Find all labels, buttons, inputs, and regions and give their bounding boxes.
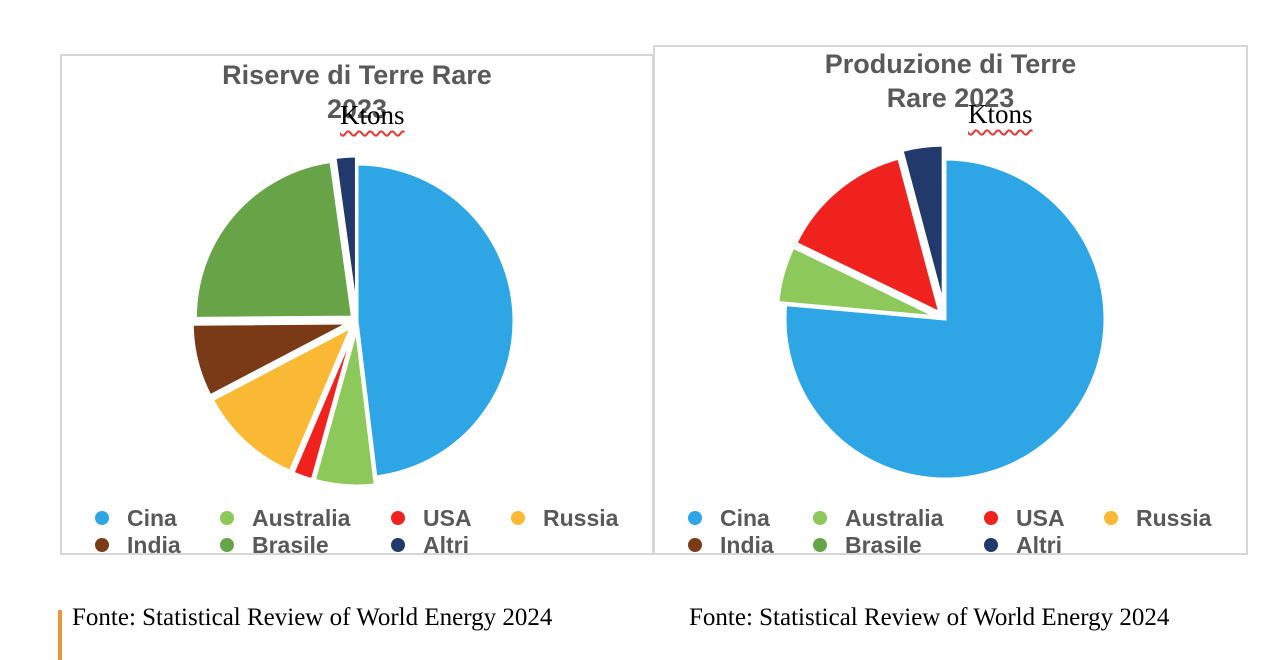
legend-label: Russia xyxy=(1136,505,1212,531)
legend-label: Australia xyxy=(252,505,351,531)
legend-label: Cina xyxy=(720,505,770,531)
legend-item-brasile: Brasile xyxy=(813,532,922,558)
legend-label: Altri xyxy=(423,532,469,558)
title-line-1: Produzione di Terre xyxy=(824,49,1077,79)
pie-slice-usa xyxy=(793,156,943,316)
chart-panel-production: Produzione di Terre Rare 2023 Ktons Cina… xyxy=(653,45,1248,558)
pie-chart-production xyxy=(776,143,1107,481)
pie-slice-russia xyxy=(210,323,355,474)
legend-label: Brasile xyxy=(845,532,922,558)
pie-slice-australia xyxy=(776,245,938,319)
pie-slice-cina xyxy=(355,162,516,479)
pie-slice-australia xyxy=(312,328,377,488)
legend-label: Cina xyxy=(127,505,177,531)
legend-dot xyxy=(391,537,405,552)
legend-item-altri: Altri xyxy=(984,532,1062,558)
legend-dot xyxy=(95,510,109,525)
legend-dot xyxy=(688,510,702,525)
legend-item-russia: Russia xyxy=(1104,505,1211,531)
source-note-left: Fonte: Statistical Review of World Energ… xyxy=(72,604,553,631)
legend-dot xyxy=(813,537,827,552)
pie-slice-usa xyxy=(291,327,356,482)
legend-dot xyxy=(391,510,405,525)
pie-slice-india xyxy=(190,321,350,398)
chart-panel-reserves: Riserve di Terre Rare 2023 Ktons Cina Au… xyxy=(60,54,654,558)
legend-dot xyxy=(984,537,998,552)
legend-dot xyxy=(688,537,702,552)
legend-label: Altri xyxy=(1016,532,1062,558)
legend-item-usa: USA xyxy=(984,505,1065,531)
legend-item-cina: Cina xyxy=(95,505,177,531)
title-line-2: Rare 2023 xyxy=(886,83,1015,113)
legend-dot xyxy=(813,510,827,525)
unit-label: Ktons xyxy=(968,99,1033,129)
legend-item-altri: Altri xyxy=(391,532,469,558)
legend-dot xyxy=(95,537,109,552)
legend-dot xyxy=(220,537,234,552)
accent-bar xyxy=(58,610,62,660)
legend-label: India xyxy=(127,532,181,558)
legend-label: USA xyxy=(1016,505,1065,531)
pie-slice-brasile xyxy=(193,159,355,320)
chart-title: Produzione di Terre Rare 2023 xyxy=(655,47,1246,115)
source-note-right: Fonte: Statistical Review of World Energ… xyxy=(689,604,1170,631)
legend-label: USA xyxy=(423,505,472,531)
legend-dot xyxy=(220,510,234,525)
legend-dot xyxy=(984,510,998,525)
legend-item-brasile: Brasile xyxy=(220,532,329,558)
title-line-1: Riserve di Terre Rare xyxy=(222,60,492,90)
legend-label: Brasile xyxy=(252,532,329,558)
pie-slice-altri xyxy=(900,143,945,306)
legend-item-cina: Cina xyxy=(688,505,770,531)
legend-dot xyxy=(1104,510,1118,525)
pie-slice-cina xyxy=(783,157,1107,481)
legend-item-australia: Australia xyxy=(813,505,943,531)
legend-label: India xyxy=(720,532,774,558)
legend-item-india: India xyxy=(95,532,181,558)
legend-label: Russia xyxy=(543,505,619,531)
pie-slice-altri xyxy=(333,154,358,314)
legend-dot xyxy=(511,510,525,525)
legend-item-india: India xyxy=(688,532,774,558)
pie-chart-reserves xyxy=(190,154,516,488)
legend-item-usa: USA xyxy=(391,505,472,531)
title-line-2: 2023 xyxy=(326,94,388,124)
unit-label: Ktons xyxy=(340,100,405,130)
chart-title: Riserve di Terre Rare 2023 xyxy=(62,58,652,126)
legend-item-australia: Australia xyxy=(220,505,350,531)
legend-item-russia: Russia xyxy=(511,505,618,531)
legend-label: Australia xyxy=(845,505,944,531)
